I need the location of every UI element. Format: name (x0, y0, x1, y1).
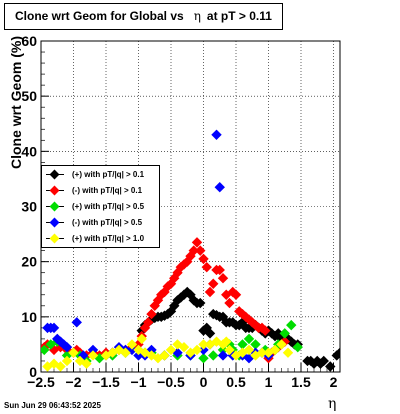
legend-entry: (-) with pT/|q| > 0.5 (42, 216, 159, 232)
y-tick-label: 50 (21, 88, 37, 104)
data-point (230, 289, 242, 300)
data-point (68, 347, 79, 358)
legend: (+) with pT/|q| > 0.1 (-) with pT/|q| > … (41, 165, 160, 248)
legend-marker (49, 217, 60, 228)
data-point (260, 325, 271, 336)
data-point (204, 328, 216, 339)
legend-label: (-) with pT/|q| > 0.5 (72, 218, 143, 227)
data-point (208, 350, 219, 361)
chart-title-suffix: at pT > 0.11 (206, 9, 272, 23)
data-point (292, 341, 303, 353)
legend-entry: (+) with pT/|q| > 0.5 (42, 200, 159, 216)
data-point (178, 341, 190, 353)
data-point (217, 273, 229, 284)
data-point (221, 336, 232, 347)
data-point (204, 286, 216, 298)
y-tick-label: 60 (21, 33, 37, 49)
data-point (136, 333, 147, 345)
data-point (143, 317, 154, 328)
legend-label: (-) with pT/|q| > 0.1 (72, 186, 143, 195)
data-point (214, 181, 225, 193)
chart-title-prefix: Clone wrt Geom for Global vs (15, 9, 184, 23)
data-point (214, 264, 225, 276)
y-axis-label: Clone wrt Geom (%) (8, 35, 24, 169)
legend-entry: (-) with pT/|q| > 0.1 (42, 184, 159, 200)
data-point (201, 261, 212, 273)
data-point (195, 297, 206, 309)
data-point (61, 341, 73, 353)
legend-label: (+) with pT/|q| > 0.5 (72, 202, 145, 211)
x-tick-label: −0.5 (157, 374, 185, 390)
x-tick-label: −1.5 (92, 374, 120, 390)
x-tick-label: −2.5 (27, 374, 55, 390)
data-point (87, 350, 99, 361)
legend-marker (49, 169, 60, 180)
legend-label: (+) with pT/|q| > 1.0 (72, 234, 145, 243)
data-point (224, 344, 235, 356)
y-tick-label: 30 (21, 199, 37, 215)
x-tick-label: −1 (131, 374, 147, 390)
x-tick-label: 0 (200, 374, 208, 390)
data-point (269, 344, 281, 356)
data-point (48, 322, 60, 334)
data-point (120, 347, 131, 358)
data-point (198, 353, 209, 364)
data-point (286, 319, 297, 331)
data-point (208, 278, 219, 289)
data-point (325, 361, 336, 372)
chart-title-eta: η (193, 9, 201, 23)
legend-marker (49, 201, 60, 212)
data-point (279, 328, 290, 339)
x-tick-label: −2 (66, 374, 82, 390)
data-point (61, 355, 73, 367)
legend-marker (49, 185, 60, 196)
data-point (146, 308, 157, 320)
data-point (71, 317, 82, 328)
data-point (191, 237, 203, 248)
y-tick-label: 10 (21, 309, 37, 325)
data-point (191, 344, 203, 356)
x-tick-label: 1.5 (291, 374, 311, 390)
data-point (159, 350, 170, 361)
legend-entry: (+) with pT/|q| > 0.1 (42, 168, 159, 184)
data-point (55, 361, 66, 372)
data-point (334, 347, 340, 358)
x-tick-label: 2 (330, 374, 338, 390)
data-point (41, 344, 50, 356)
y-tick-label: 20 (21, 254, 37, 270)
data-point (276, 339, 287, 350)
data-point (224, 297, 235, 309)
data-point (211, 129, 222, 140)
data-point (195, 245, 206, 256)
data-point (165, 344, 177, 356)
chart-title: Clone wrt Geom for Global vs η at pT > 0.1… (4, 3, 283, 30)
data-point (81, 358, 92, 369)
legend-marker (49, 233, 60, 244)
legend-entry: (+) with pT/|q| > 1.0 (42, 232, 159, 248)
y-tick-label: 0 (29, 364, 37, 380)
data-point (126, 339, 138, 350)
y-tick-label: 40 (21, 143, 37, 159)
data-point (198, 253, 209, 265)
x-tick-label: 0.5 (226, 374, 246, 390)
date-stamp: Sun Jun 29 06:43:52 2025 (4, 401, 101, 410)
series-4 (42, 333, 294, 372)
data-point (243, 333, 255, 345)
data-point (243, 344, 255, 356)
x-axis-label: η (328, 396, 337, 412)
data-point (217, 350, 229, 361)
data-point (282, 347, 294, 358)
x-tick-label: 1 (265, 374, 273, 390)
data-point (318, 355, 329, 367)
legend-label: (+) with pT/|q| > 0.1 (72, 170, 145, 179)
